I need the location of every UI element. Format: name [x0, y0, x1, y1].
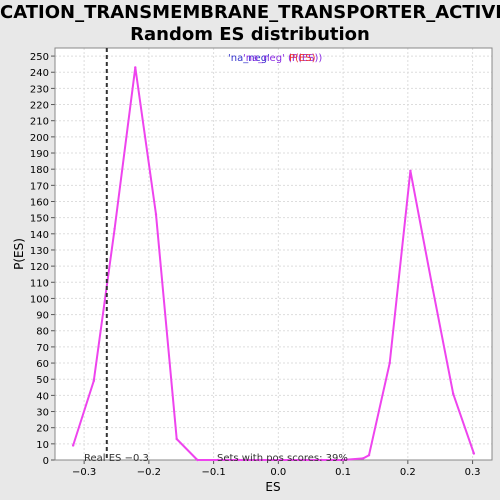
y-tick-label: 180 — [30, 165, 49, 176]
y-tick-label: 200 — [30, 133, 49, 144]
y-tick-label: 160 — [30, 197, 49, 208]
x-tick-label: −0.2 — [137, 467, 161, 478]
y-tick-label: 150 — [30, 214, 49, 225]
data-point — [279, 458, 282, 462]
data-point — [196, 458, 199, 462]
data-point — [431, 285, 434, 289]
x-tick-label: 0.2 — [400, 467, 416, 478]
x-tick-label: −0.3 — [72, 467, 96, 478]
data-point — [175, 437, 178, 441]
x-tick-label: 0.1 — [335, 467, 351, 478]
data-point — [361, 457, 365, 460]
data-point — [258, 458, 261, 462]
y-tick-label: 0 — [43, 456, 49, 467]
y-tick-label: 20 — [36, 424, 49, 435]
y-tick-label: 90 — [36, 311, 49, 322]
legend-label-red: P(ES) — [289, 53, 316, 64]
label-layer: ES P(ES) 'na_neg' 'na_neg' (P(ES)) P(ES)… — [12, 53, 348, 494]
x-tick-label: −0.1 — [201, 467, 225, 478]
y-tick-label: 190 — [30, 149, 49, 160]
chart-title: CATION_TRANSMEMBRANE_TRANSPORTER_ACTIVIT… — [0, 2, 500, 46]
data-point — [341, 458, 344, 462]
pos-scores-annotation: Sets with pos scores: 39% — [217, 453, 348, 464]
y-tick-label: 230 — [30, 84, 49, 95]
y-tick-label: 100 — [30, 294, 49, 305]
y-axis-label: P(ES) — [12, 238, 26, 270]
y-tick-label: 140 — [30, 230, 49, 241]
data-point — [216, 458, 220, 462]
y-tick-label: 120 — [30, 262, 49, 273]
data-point — [451, 392, 455, 395]
y-tick-label: 80 — [36, 327, 49, 338]
chart-title-line-1: CATION_TRANSMEMBRANE_TRANSPORTER_ACTIVIT… — [0, 2, 500, 23]
data-point — [320, 458, 323, 462]
y-tick-label: 10 — [36, 440, 49, 451]
legend-label-blue: 'na_neg' — [228, 53, 270, 64]
y-tick-label: 60 — [36, 359, 49, 370]
data-point — [154, 213, 158, 216]
plot-area — [55, 48, 492, 460]
y-tick-label: 210 — [30, 117, 49, 128]
grid-lines — [55, 48, 492, 461]
y-tick-label: 250 — [30, 52, 49, 63]
axes: 0 10 20 30 40 50 60 70 80 90 100 110 120 130 140 150 160… — [30, 47, 493, 478]
y-tick-label: 110 — [30, 278, 49, 289]
x-axis-label: ES — [265, 480, 280, 494]
data-point — [134, 66, 137, 69]
y-tick-label: 40 — [36, 391, 49, 402]
series-layer — [71, 66, 476, 462]
y-tick-label: 170 — [30, 181, 49, 192]
chart-title-line-2: Random ES distribution — [130, 24, 370, 45]
legend-label-overlap: 'na_neg' (P(ES)) — [243, 53, 322, 64]
data-point — [299, 458, 303, 462]
data-point — [388, 361, 391, 365]
x-tick-label: 0.0 — [270, 467, 286, 478]
y-tick-label: 240 — [30, 68, 49, 79]
data-point — [71, 444, 75, 447]
real-es-label: Real ES −0.3 — [84, 453, 149, 464]
data-point — [92, 379, 96, 383]
y-tick-label: 70 — [36, 343, 49, 354]
data-point — [409, 169, 412, 172]
x-tick-label: 0.3 — [465, 467, 481, 478]
y-tick-label: 50 — [36, 375, 49, 386]
data-point — [367, 453, 371, 457]
y-tick-label: 30 — [36, 408, 49, 419]
data-point — [472, 452, 476, 455]
data-point — [237, 458, 241, 462]
y-tick-label: 130 — [30, 246, 49, 257]
data-point — [113, 227, 116, 231]
y-tick-label: 220 — [30, 101, 49, 112]
